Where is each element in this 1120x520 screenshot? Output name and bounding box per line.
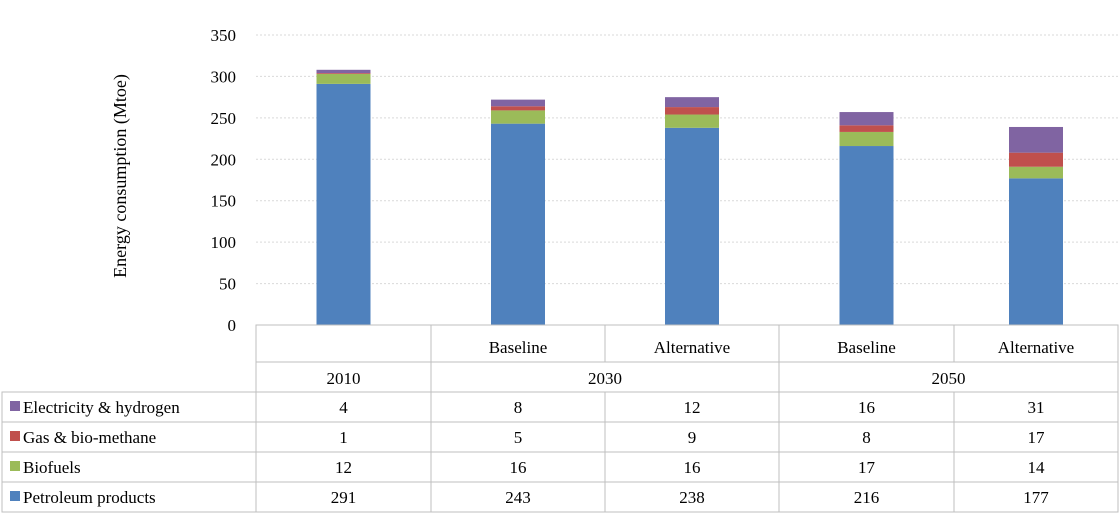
bar-segment [665, 114, 719, 128]
data-label: 216 [854, 488, 880, 507]
legend-entry: Petroleum products [23, 488, 156, 507]
data-label: 9 [688, 428, 697, 447]
data-label: 8 [862, 428, 871, 447]
bar-segment [316, 69, 371, 74]
bar-segment [665, 97, 719, 108]
y-tick-label: 50 [219, 275, 236, 294]
bar-segment [1009, 152, 1063, 167]
y-axis-ticks: 0 50 100 150 200 250 300 350 [211, 26, 237, 335]
data-label: 12 [684, 398, 701, 417]
y-tick-label: 200 [211, 150, 237, 169]
data-label: 4 [339, 398, 348, 417]
y-tick-label: 0 [228, 316, 237, 335]
legend-swatch [10, 401, 20, 411]
y-tick-label: 150 [211, 192, 237, 211]
y-tick-label: 250 [211, 109, 237, 128]
data-label: 291 [331, 488, 357, 507]
x-category-label: Baseline [489, 338, 548, 357]
data-label: 31 [1028, 398, 1045, 417]
bar-segment [491, 106, 545, 111]
y-tick-label: 300 [211, 67, 237, 86]
legend-entry: Gas & bio-methane [23, 428, 156, 447]
x-group-label: 2010 [327, 369, 361, 388]
bar-segment [491, 99, 545, 107]
bar-segment [316, 73, 371, 74]
table-cell [255, 324, 432, 363]
data-label: 177 [1023, 488, 1049, 507]
data-label: 1 [339, 428, 348, 447]
bar-segment [839, 146, 894, 325]
data-label: 12 [335, 458, 352, 477]
data-label: 17 [858, 458, 876, 477]
x-category-label: Alternative [998, 338, 1074, 357]
data-label: 8 [514, 398, 523, 417]
bar-segment [665, 107, 719, 115]
bar-segment [1009, 166, 1063, 179]
data-label: 16 [684, 458, 701, 477]
legend-swatch [10, 491, 20, 501]
data-table: Baseline Alternative Baseline Alternative 20… [1, 324, 1119, 513]
data-label: 14 [1028, 458, 1046, 477]
data-label: 243 [505, 488, 531, 507]
legend-entry: Biofuels [23, 458, 81, 477]
bar-segment [316, 73, 371, 84]
bar-segment [491, 123, 545, 326]
data-label: 17 [1028, 428, 1046, 447]
bar-segment [491, 110, 545, 124]
y-tick-label: 100 [211, 233, 237, 252]
table-cell [953, 481, 1119, 513]
bar-segment [1009, 126, 1063, 153]
data-label: 16 [510, 458, 527, 477]
legend-swatch [10, 461, 20, 471]
y-axis-label: Energy consumption (Mtoe) [110, 74, 131, 278]
bar-segment [839, 125, 894, 132]
x-category-label: Baseline [837, 338, 896, 357]
legend-swatch [10, 431, 20, 441]
bar-segment [316, 83, 371, 325]
data-label: 5 [514, 428, 523, 447]
bar-segment [1009, 178, 1063, 325]
bars [316, 69, 1063, 326]
x-group-label: 2050 [932, 369, 966, 388]
data-label: 16 [858, 398, 875, 417]
x-category-label: Alternative [654, 338, 730, 357]
legend-entry: Electricity & hydrogen [23, 398, 180, 417]
data-label: 238 [679, 488, 705, 507]
x-group-label: 2030 [588, 369, 622, 388]
bar-segment [839, 131, 894, 147]
y-tick-label: 350 [211, 26, 237, 45]
bar-segment [665, 127, 719, 325]
bar-segment [839, 112, 894, 126]
